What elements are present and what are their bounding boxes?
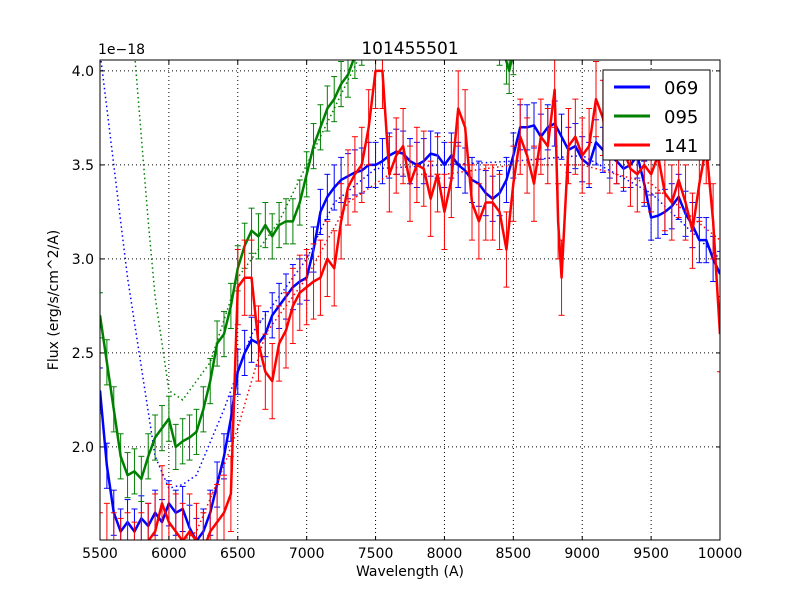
x-tick-label: 7500: [358, 546, 394, 562]
legend-label-069: 069: [664, 78, 698, 99]
x-tick-label: 8000: [427, 546, 463, 562]
series-095: [100, 60, 517, 502]
x-tick-label: 9500: [633, 546, 669, 562]
y-axis-label: Flux (erg/s/cm^2/A): [46, 230, 62, 370]
x-tick-label: 6500: [220, 546, 256, 562]
x-tick-label: 7000: [289, 546, 325, 562]
x-axis-label: Wavelength (A): [356, 564, 464, 580]
x-tick-label: 5500: [82, 546, 118, 562]
y-tick-label: 2.0: [72, 440, 94, 456]
y-tick-label: 2.5: [72, 346, 94, 362]
model-line-141: [182, 164, 720, 540]
y-offset-label: 1e−18: [98, 42, 145, 58]
x-tick-label: 10000: [698, 546, 743, 562]
y-tick-label: 4.0: [72, 64, 94, 80]
x-tick-label: 9000: [564, 546, 600, 562]
legend-label-095: 095: [664, 107, 698, 128]
data-line-095: [100, 60, 513, 481]
y-tick-label: 3.0: [72, 252, 94, 268]
chart-title: 101455501: [361, 39, 458, 59]
legend: 069 095 141: [602, 69, 711, 161]
ticks: 5500 6000 6500 7000 7500 8000 8500 9000 9500 1000…: [72, 60, 743, 562]
legend-label-141: 141: [664, 136, 698, 157]
y-tick-label: 3.5: [72, 158, 94, 174]
plot-frame: [99, 59, 721, 541]
x-tick-label: 6000: [151, 546, 187, 562]
x-tick-label: 8500: [496, 546, 532, 562]
